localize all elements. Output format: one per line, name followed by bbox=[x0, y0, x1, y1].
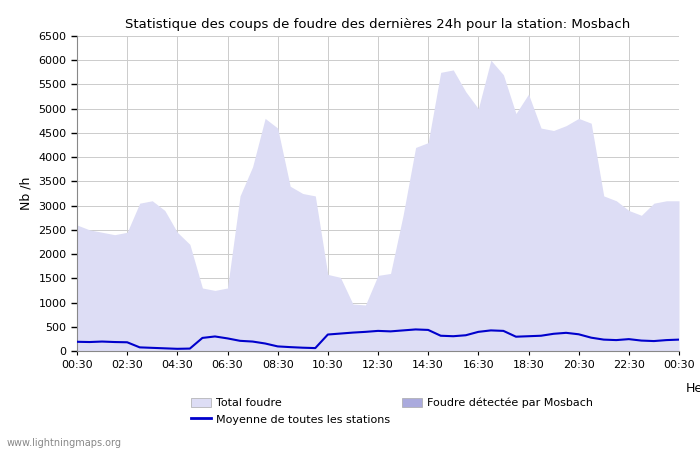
Text: www.lightningmaps.org: www.lightningmaps.org bbox=[7, 438, 122, 448]
Title: Statistique des coups de foudre des dernières 24h pour la station: Mosbach: Statistique des coups de foudre des dern… bbox=[125, 18, 631, 31]
Text: Heure: Heure bbox=[686, 382, 700, 395]
Legend: Total foudre, Moyenne de toutes les stations, Foudre détectée par Mosbach: Total foudre, Moyenne de toutes les stat… bbox=[191, 397, 594, 425]
Y-axis label: Nb /h: Nb /h bbox=[20, 177, 33, 210]
